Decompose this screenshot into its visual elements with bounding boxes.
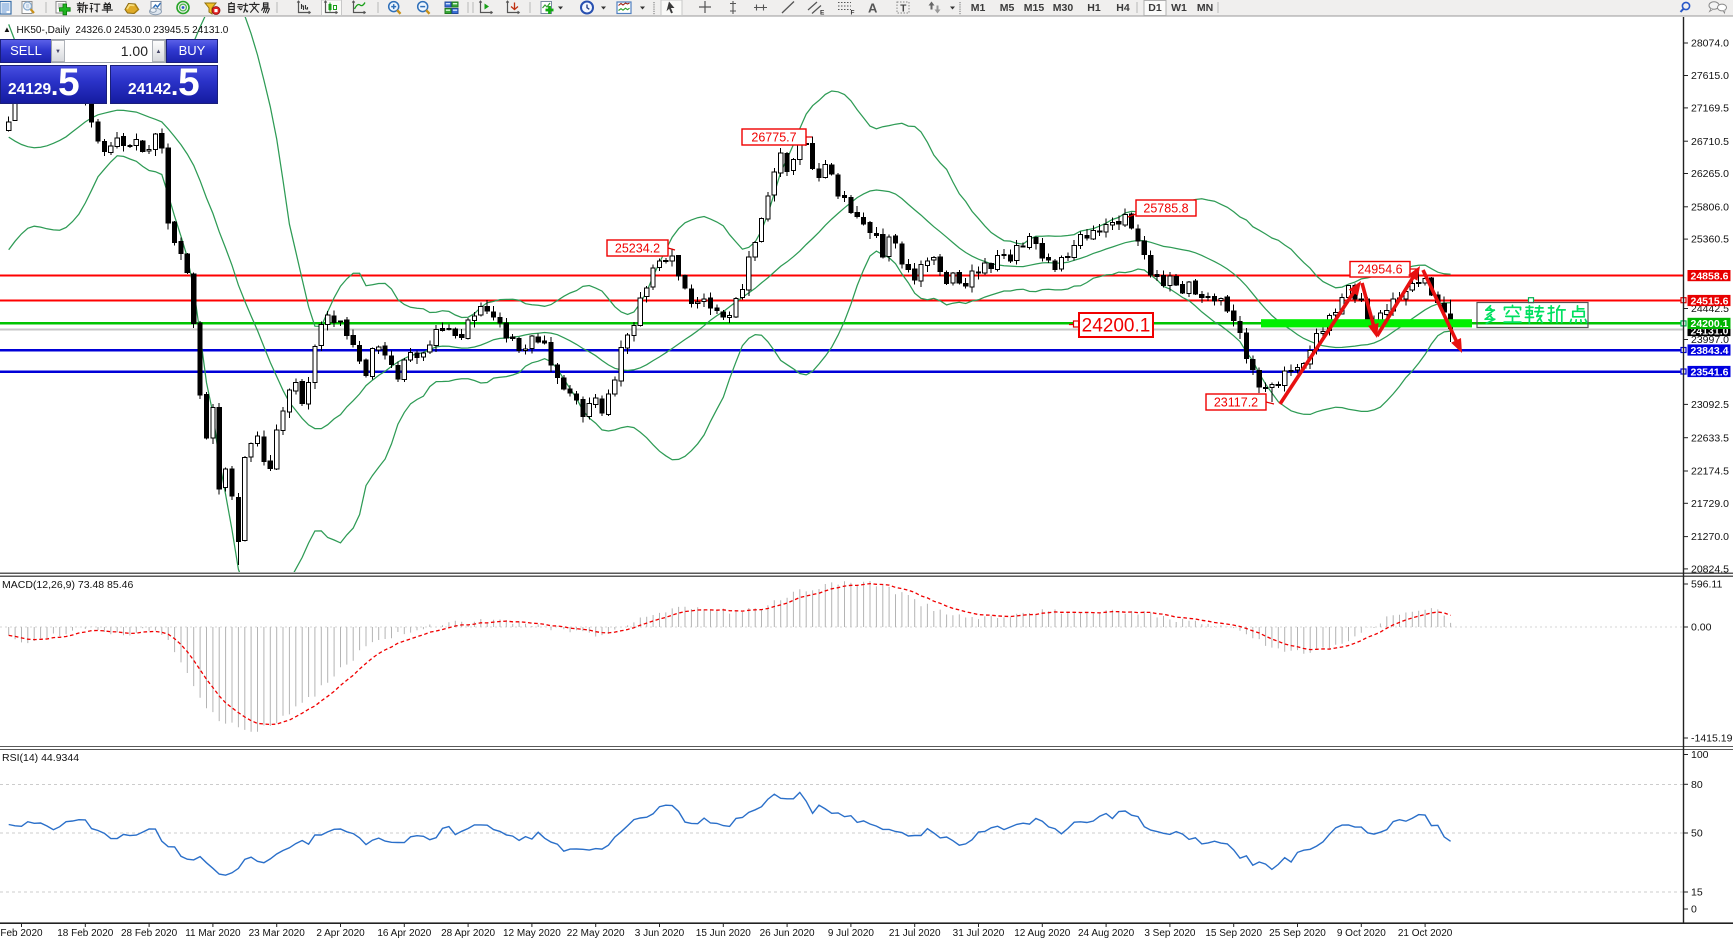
svg-text:27615.0: 27615.0 <box>1691 70 1729 82</box>
svg-text:23 Mar 2020: 23 Mar 2020 <box>249 928 306 939</box>
svg-text:H1: H1 <box>1087 2 1101 14</box>
svg-text:25806.0: 25806.0 <box>1691 201 1729 213</box>
svg-text:22633.5: 22633.5 <box>1691 432 1729 444</box>
svg-text:23541.6: 23541.6 <box>1691 366 1729 378</box>
svg-text:2 Apr 2020: 2 Apr 2020 <box>316 928 365 939</box>
svg-text:0.00: 0.00 <box>1691 622 1712 634</box>
svg-text:M15: M15 <box>1024 2 1045 14</box>
svg-text:E: E <box>820 10 825 17</box>
svg-text:D1: D1 <box>1148 2 1162 14</box>
svg-text:15 Jun 2020: 15 Jun 2020 <box>696 928 751 939</box>
svg-text:15 Sep 2020: 15 Sep 2020 <box>1205 928 1262 939</box>
svg-text:24954.6: 24954.6 <box>1357 263 1402 277</box>
svg-text:22 May 2020: 22 May 2020 <box>567 928 625 939</box>
svg-text:9 Jul 2020: 9 Jul 2020 <box>828 928 875 939</box>
svg-text:26 Jun 2020: 26 Jun 2020 <box>760 928 815 939</box>
svg-text:23997.0: 23997.0 <box>1691 334 1729 346</box>
svg-text:T: T <box>900 4 906 15</box>
svg-text:9 Oct 2020: 9 Oct 2020 <box>1337 928 1386 939</box>
svg-text:50: 50 <box>1691 828 1703 840</box>
svg-text:100: 100 <box>1691 749 1709 761</box>
svg-text:M1: M1 <box>971 2 986 14</box>
svg-text:18 Feb 2020: 18 Feb 2020 <box>57 928 114 939</box>
svg-text:3 Sep 2020: 3 Sep 2020 <box>1144 928 1196 939</box>
svg-text:23092.5: 23092.5 <box>1691 399 1729 411</box>
svg-text:80: 80 <box>1691 779 1703 791</box>
svg-text:28074.0: 28074.0 <box>1691 38 1729 50</box>
svg-text:25234.2: 25234.2 <box>615 241 660 255</box>
svg-text:28 Feb 2020: 28 Feb 2020 <box>121 928 178 939</box>
svg-text:3 Jun 2020: 3 Jun 2020 <box>635 928 685 939</box>
svg-text:27169.5: 27169.5 <box>1691 103 1729 115</box>
svg-text:0: 0 <box>1691 904 1697 916</box>
svg-text:22174.5: 22174.5 <box>1691 466 1729 478</box>
svg-text:25785.8: 25785.8 <box>1143 201 1188 215</box>
svg-text:12 Aug 2020: 12 Aug 2020 <box>1014 928 1071 939</box>
svg-text:Feb 2020: Feb 2020 <box>0 928 43 939</box>
svg-text:F: F <box>851 10 855 17</box>
svg-text:31 Jul 2020: 31 Jul 2020 <box>953 928 1005 939</box>
svg-text:20824.5: 20824.5 <box>1691 564 1729 576</box>
svg-text:26710.5: 26710.5 <box>1691 136 1729 148</box>
svg-text:21729.0: 21729.0 <box>1691 498 1729 510</box>
svg-text:26775.7: 26775.7 <box>751 130 796 144</box>
svg-text:26265.0: 26265.0 <box>1691 168 1729 180</box>
svg-text:24858.6: 24858.6 <box>1691 270 1729 282</box>
svg-text:28 Apr 2020: 28 Apr 2020 <box>441 928 495 939</box>
svg-text:15: 15 <box>1691 887 1703 899</box>
svg-text:25360.5: 25360.5 <box>1691 234 1729 246</box>
svg-text:24200.1: 24200.1 <box>1691 318 1729 330</box>
svg-text:M5: M5 <box>1000 2 1015 14</box>
svg-text:M30: M30 <box>1053 2 1074 14</box>
svg-text:RSI(14) 44.9344: RSI(14) 44.9344 <box>2 752 79 764</box>
svg-text:24 Aug 2020: 24 Aug 2020 <box>1078 928 1135 939</box>
svg-text:MN: MN <box>1197 2 1213 14</box>
svg-text:W1: W1 <box>1171 2 1187 14</box>
svg-text:596.11: 596.11 <box>1691 579 1722 591</box>
svg-text:23843.4: 23843.4 <box>1691 345 1729 357</box>
svg-text:23117.2: 23117.2 <box>1214 395 1258 409</box>
svg-text:16 Apr 2020: 16 Apr 2020 <box>377 928 431 939</box>
svg-text:25 Sep 2020: 25 Sep 2020 <box>1269 928 1326 939</box>
svg-text:A: A <box>868 1 878 16</box>
svg-text:12 May 2020: 12 May 2020 <box>503 928 561 939</box>
svg-text:21 Jul 2020: 21 Jul 2020 <box>889 928 941 939</box>
svg-text:21270.0: 21270.0 <box>1691 531 1729 543</box>
svg-text:21 Oct 2020: 21 Oct 2020 <box>1398 928 1453 939</box>
svg-text:-1415.19: -1415.19 <box>1691 733 1733 745</box>
svg-text:24200.1: 24200.1 <box>1082 316 1151 337</box>
svg-text:MACD(12,26,9) 73.48 85.46: MACD(12,26,9) 73.48 85.46 <box>2 579 133 591</box>
svg-text:H4: H4 <box>1116 2 1130 14</box>
svg-text:11 Mar 2020: 11 Mar 2020 <box>185 928 241 939</box>
svg-text:24515.6: 24515.6 <box>1691 295 1729 307</box>
